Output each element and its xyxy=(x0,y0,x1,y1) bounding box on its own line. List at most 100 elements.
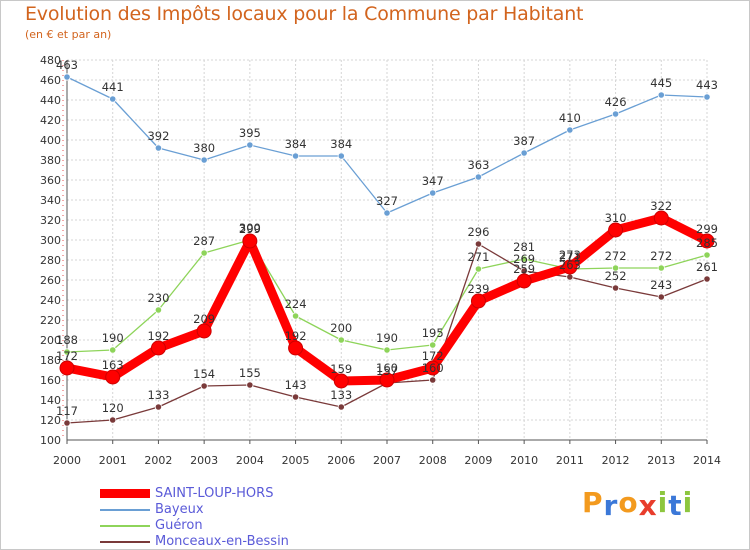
data-point-saint-loup-hors xyxy=(608,222,624,238)
data-point-monceaux-en-bessin xyxy=(611,284,620,292)
data-point-monceaux-en-bessin xyxy=(337,403,345,411)
data-point-bayeux xyxy=(63,73,71,81)
data-point-gu-ron xyxy=(63,348,71,356)
brand-letter: x xyxy=(638,489,658,522)
data-label-monceaux-en-bessin: 269 xyxy=(513,252,535,266)
brand-logo: Proxiti xyxy=(582,486,694,522)
data-label-gu-ron: 190 xyxy=(102,331,124,345)
data-point-monceaux-en-bessin xyxy=(474,240,483,248)
data-label-monceaux-en-bessin: 120 xyxy=(102,401,124,415)
data-label-monceaux-en-bessin: 243 xyxy=(650,278,672,292)
data-label-bayeux: 384 xyxy=(330,137,352,151)
data-point-gu-ron xyxy=(109,346,117,354)
data-label-saint-loup-hors: 259 xyxy=(513,262,535,276)
data-label-bayeux: 392 xyxy=(147,129,169,143)
y-tick-label: 460 xyxy=(40,74,61,87)
y-tick-label: 320 xyxy=(40,214,61,227)
data-label-saint-loup-hors: 192 xyxy=(147,329,169,343)
data-label-gu-ron: 300 xyxy=(239,221,261,235)
data-label-monceaux-en-bessin: 133 xyxy=(330,388,352,402)
x-tick-label: 2006 xyxy=(327,454,355,467)
brand-letter: o xyxy=(618,486,639,519)
y-tick-label: 200 xyxy=(40,334,61,347)
data-point-bayeux xyxy=(109,95,117,103)
x-tick-label: 2000 xyxy=(53,454,81,467)
data-label-bayeux: 463 xyxy=(56,58,78,72)
y-tick-label: 400 xyxy=(40,134,61,147)
x-tick-label: 2002 xyxy=(144,454,172,467)
data-label-gu-ron: 281 xyxy=(513,240,535,254)
x-tick-label: 2001 xyxy=(99,454,127,467)
data-label-monceaux-en-bessin: 133 xyxy=(147,388,169,402)
data-point-gu-ron xyxy=(611,264,620,272)
chart-title: Evolution des Impôts locaux pour la Comm… xyxy=(25,3,584,25)
data-label-bayeux: 347 xyxy=(422,174,444,188)
data-point-gu-ron xyxy=(429,341,437,349)
data-point-gu-ron xyxy=(200,249,208,257)
data-label-gu-ron: 271 xyxy=(467,250,489,264)
data-point-bayeux xyxy=(520,149,528,157)
data-label-gu-ron: 188 xyxy=(56,333,78,347)
x-tick-label: 2012 xyxy=(602,454,630,467)
brand-letter: i xyxy=(657,486,669,519)
data-point-monceaux-en-bessin xyxy=(63,419,71,427)
data-label-saint-loup-hors: 239 xyxy=(467,282,489,296)
data-label-saint-loup-hors: 322 xyxy=(650,199,672,213)
data-label-saint-loup-hors: 310 xyxy=(605,211,627,225)
y-tick-label: 100 xyxy=(40,434,61,447)
y-tick-label: 120 xyxy=(40,414,61,427)
data-point-bayeux xyxy=(154,144,163,152)
data-point-saint-loup-hors xyxy=(288,340,304,356)
legend-label: Guéron xyxy=(155,518,203,533)
y-tick-label: 220 xyxy=(40,314,61,327)
data-point-bayeux xyxy=(611,110,620,118)
data-point-saint-loup-hors xyxy=(699,233,715,249)
y-tick-label: 280 xyxy=(40,254,61,267)
legend-label: Bayeux xyxy=(155,502,204,517)
chart-legend: SAINT-LOUP-HORS Bayeux Guéron Monceaux-en-B… xyxy=(100,486,340,550)
x-tick-label: 2011 xyxy=(556,454,584,467)
data-point-saint-loup-hors xyxy=(242,233,258,249)
brand-letter: i xyxy=(682,486,694,519)
y-tick-label: 300 xyxy=(40,234,61,247)
data-point-monceaux-en-bessin xyxy=(109,416,117,424)
data-point-gu-ron xyxy=(337,336,345,344)
y-tick-label: 260 xyxy=(40,274,61,287)
data-label-bayeux: 445 xyxy=(650,76,672,90)
data-point-saint-loup-hors xyxy=(516,273,532,289)
y-tick-label: 160 xyxy=(40,374,61,387)
brand-letter: t xyxy=(668,489,683,522)
data-label-bayeux: 387 xyxy=(513,134,535,148)
x-tick-label: 2005 xyxy=(282,454,310,467)
legend-swatch xyxy=(100,489,150,498)
y-tick-label: 360 xyxy=(40,174,61,187)
data-point-bayeux xyxy=(566,126,574,134)
data-point-gu-ron xyxy=(154,306,163,314)
data-point-saint-loup-hors xyxy=(196,323,212,339)
data-label-saint-loup-hors: 209 xyxy=(193,312,215,326)
data-label-saint-loup-hors: 172 xyxy=(422,349,444,363)
y-tick-label: 180 xyxy=(40,354,61,367)
data-label-bayeux: 441 xyxy=(102,80,124,94)
data-point-gu-ron xyxy=(383,346,391,354)
data-point-monceaux-en-bessin xyxy=(657,293,665,301)
x-tick-label: 2009 xyxy=(464,454,492,467)
data-point-gu-ron xyxy=(703,251,711,259)
legend-item: Bayeux xyxy=(100,502,340,518)
data-label-monceaux-en-bessin: 252 xyxy=(605,269,627,283)
chart-subtitle: (en € et par an) xyxy=(25,28,112,41)
x-tick-label: 2007 xyxy=(373,454,401,467)
data-label-bayeux: 384 xyxy=(285,137,307,151)
data-label-monceaux-en-bessin: 261 xyxy=(696,260,718,274)
data-label-bayeux: 410 xyxy=(559,111,581,125)
data-label-bayeux: 426 xyxy=(605,95,627,109)
data-point-saint-loup-hors xyxy=(653,210,669,226)
data-point-bayeux xyxy=(474,173,483,181)
y-tick-label: 340 xyxy=(40,194,61,207)
data-label-saint-loup-hors: 192 xyxy=(285,329,307,343)
data-label-saint-loup-hors: 299 xyxy=(696,222,718,236)
data-label-bayeux: 443 xyxy=(696,78,718,92)
data-point-saint-loup-hors xyxy=(150,340,166,356)
data-point-gu-ron xyxy=(520,255,528,263)
legend-item: SAINT-LOUP-HORS xyxy=(100,486,340,502)
